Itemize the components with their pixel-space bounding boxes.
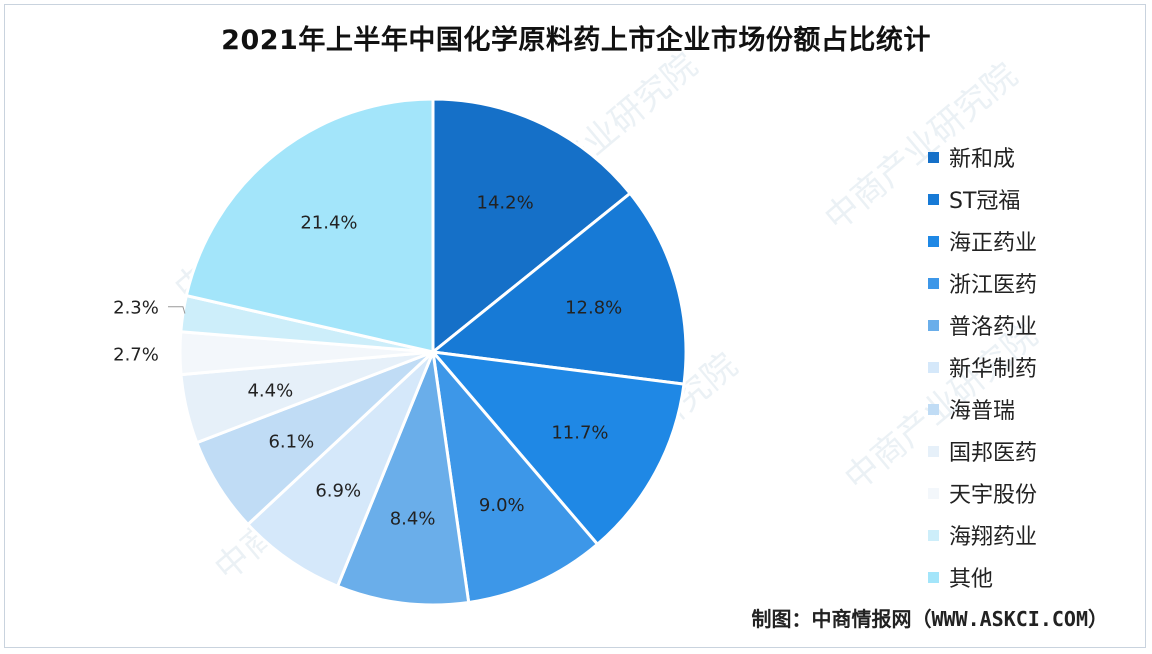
slice-label: 6.9% <box>315 480 361 501</box>
legend-swatch <box>928 445 939 457</box>
legend-item: 海普瑞 <box>928 388 1138 430</box>
legend-swatch <box>928 193 939 205</box>
legend-swatch <box>928 277 939 289</box>
legend-swatch <box>928 151 939 163</box>
legend-label: 海翔药业 <box>949 525 1038 550</box>
legend-swatch <box>928 403 939 415</box>
legend: 新和成 ST冠福海正药业浙江医药普洛药业新华制药海普瑞国邦医药天宇股份海翔药业其他 <box>928 136 1138 598</box>
legend-item: 天宇股份 <box>928 472 1138 514</box>
slice-label: 4.4% <box>247 381 293 402</box>
legend-label: 海普瑞 <box>949 399 1016 424</box>
legend-label: 海正药业 <box>949 231 1038 256</box>
legend-item: 其他 <box>928 556 1138 598</box>
legend-label: ST冠福 <box>949 189 1021 214</box>
slice-label: 11.7% <box>551 422 608 443</box>
slice-label: 2.7% <box>113 344 159 365</box>
legend-swatch <box>928 235 939 247</box>
legend-label: 其他 <box>949 567 994 592</box>
legend-item: ST冠福 <box>928 178 1138 220</box>
legend-item: 浙江医药 <box>928 262 1138 304</box>
pie-slice <box>430 347 600 605</box>
legend-item: 新和成 <box>928 136 1138 178</box>
slice-label: 2.3% <box>113 298 159 319</box>
slice-label: 21.4% <box>300 212 357 233</box>
slice-label: 9.0% <box>479 495 525 516</box>
leader-line <box>168 306 186 314</box>
legend-item: 海翔药业 <box>928 514 1138 556</box>
legend-label: 普洛药业 <box>949 315 1038 340</box>
legend-item: 新华制药 <box>928 346 1138 388</box>
slice-label: 6.1% <box>268 431 314 452</box>
legend-item: 普洛药业 <box>928 304 1138 346</box>
legend-swatch <box>928 319 939 331</box>
chart-title: 2021年上半年中国化学原料药上市企业市场份额占比统计 <box>221 25 931 56</box>
legend-item: 海正药业 <box>928 220 1138 262</box>
slice-label: 14.2% <box>477 192 534 213</box>
legend-swatch <box>928 487 939 499</box>
legend-swatch <box>928 571 939 583</box>
chart-frame <box>4 4 1146 648</box>
legend-label: 浙江医药 <box>949 273 1038 298</box>
pie-slice <box>429 350 686 547</box>
pie-slice <box>335 346 471 607</box>
legend-label: 新和成 <box>949 147 1016 172</box>
pie-slice <box>429 191 688 386</box>
pie-slice <box>184 97 435 354</box>
pie-slice <box>431 97 633 356</box>
slice-label: 8.4% <box>390 509 436 530</box>
source-note: 制图：中商情报网（WWW.ASKCI.COM） <box>751 607 1108 631</box>
legend-swatch <box>928 361 939 373</box>
legend-label: 天宇股份 <box>949 483 1038 508</box>
legend-label: 新华制药 <box>949 357 1038 382</box>
legend-item: 国邦医药 <box>928 430 1138 472</box>
legend-label: 国邦医药 <box>949 441 1038 466</box>
slice-label: 12.8% <box>565 298 622 319</box>
pie-slice <box>245 350 435 589</box>
legend-swatch <box>928 529 939 541</box>
